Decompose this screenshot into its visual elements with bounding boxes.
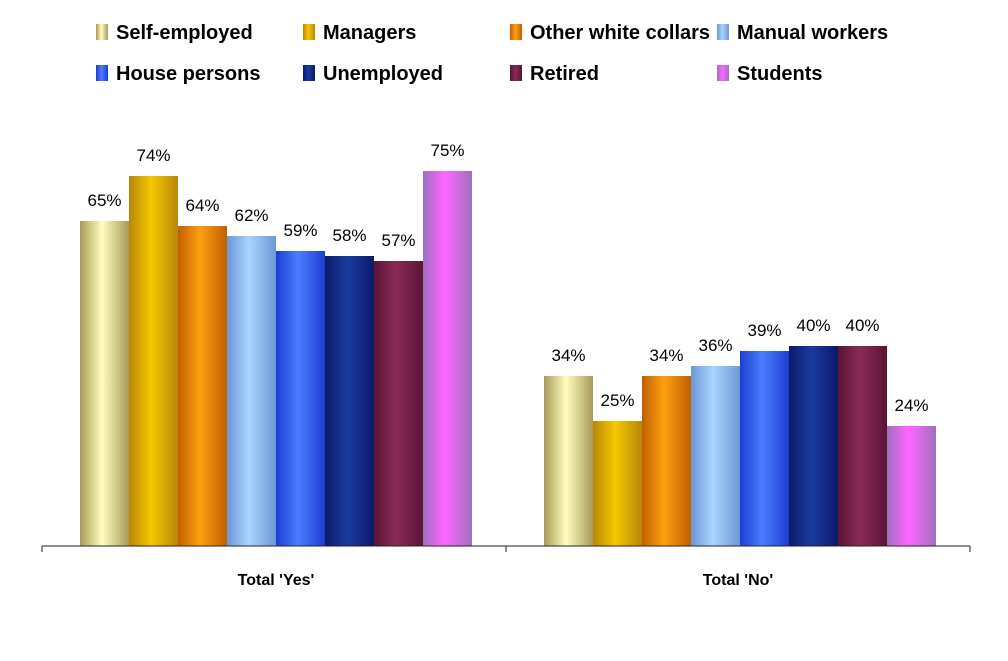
value-label-other-white-collars-yes: 64% (185, 196, 219, 215)
value-label-self-employed-yes: 65% (87, 191, 121, 210)
value-label-house-persons-yes: 59% (283, 221, 317, 240)
value-label-house-persons-no: 39% (747, 321, 781, 340)
value-label-self-employed-no: 34% (551, 346, 585, 365)
bar-unemployed-yes (325, 256, 374, 546)
value-label-students-no: 24% (894, 396, 928, 415)
bars (80, 171, 936, 546)
legend-label-unemployed: Unemployed (323, 63, 443, 85)
bar-managers-yes (129, 176, 178, 546)
value-label-retired-yes: 57% (381, 231, 415, 250)
legend-label-house-persons: House persons (116, 63, 260, 85)
legend-label-other-white-collars: Other white collars (530, 22, 710, 44)
x-axis: Total 'Yes' Total 'No' (41, 545, 971, 589)
bar-managers-no (593, 421, 642, 546)
value-labels: 65% 34% 74% 25% 64% 34% 62% 36% 59% 39% 58% 40% 57% 4… (87, 141, 928, 415)
bar-manual-workers-yes (227, 236, 276, 546)
legend-swatch-manual-workers (717, 24, 729, 40)
bar-unemployed-no (789, 346, 838, 546)
legend-swatch-managers (303, 24, 315, 40)
value-label-manual-workers-yes: 62% (234, 206, 268, 225)
legend-swatch-students (717, 65, 729, 81)
value-label-unemployed-no: 40% (796, 316, 830, 335)
bar-other-white-collars-no (642, 376, 691, 546)
value-label-managers-yes: 74% (136, 146, 170, 165)
bar-students-yes (423, 171, 472, 546)
bar-self-employed-no (544, 376, 593, 546)
value-label-unemployed-yes: 58% (332, 226, 366, 245)
legend-swatch-house-persons (96, 65, 108, 81)
bar-house-persons-yes (276, 251, 325, 546)
legend-label-self-employed: Self-employed (116, 22, 253, 44)
legend-swatch-other-white-collars (510, 24, 522, 40)
legend-label-manual-workers: Manual workers (737, 22, 888, 44)
value-label-managers-no: 25% (600, 391, 634, 410)
value-label-students-yes: 75% (430, 141, 464, 160)
bar-manual-workers-no (691, 366, 740, 546)
bar-other-white-collars-yes (178, 226, 227, 546)
value-label-retired-no: 40% (845, 316, 879, 335)
bar-retired-no (838, 346, 887, 546)
category-label-yes: Total 'Yes' (238, 572, 315, 589)
legend-label-students: Students (737, 63, 823, 85)
legend-label-retired: Retired (530, 63, 599, 85)
legend-label-managers: Managers (323, 22, 416, 44)
legend-swatch-self-employed (96, 24, 108, 40)
bar-retired-yes (374, 261, 423, 546)
legend: Self-employed Managers Other white collars… (96, 22, 888, 85)
value-label-manual-workers-no: 36% (698, 336, 732, 355)
value-label-other-white-collars-no: 34% (649, 346, 683, 365)
legend-swatch-unemployed (303, 65, 315, 81)
legend-swatch-retired (510, 65, 522, 81)
category-label-no: Total 'No' (703, 572, 773, 589)
bar-self-employed-yes (80, 221, 129, 546)
bar-house-persons-no (740, 351, 789, 546)
bar-students-no (887, 426, 936, 546)
